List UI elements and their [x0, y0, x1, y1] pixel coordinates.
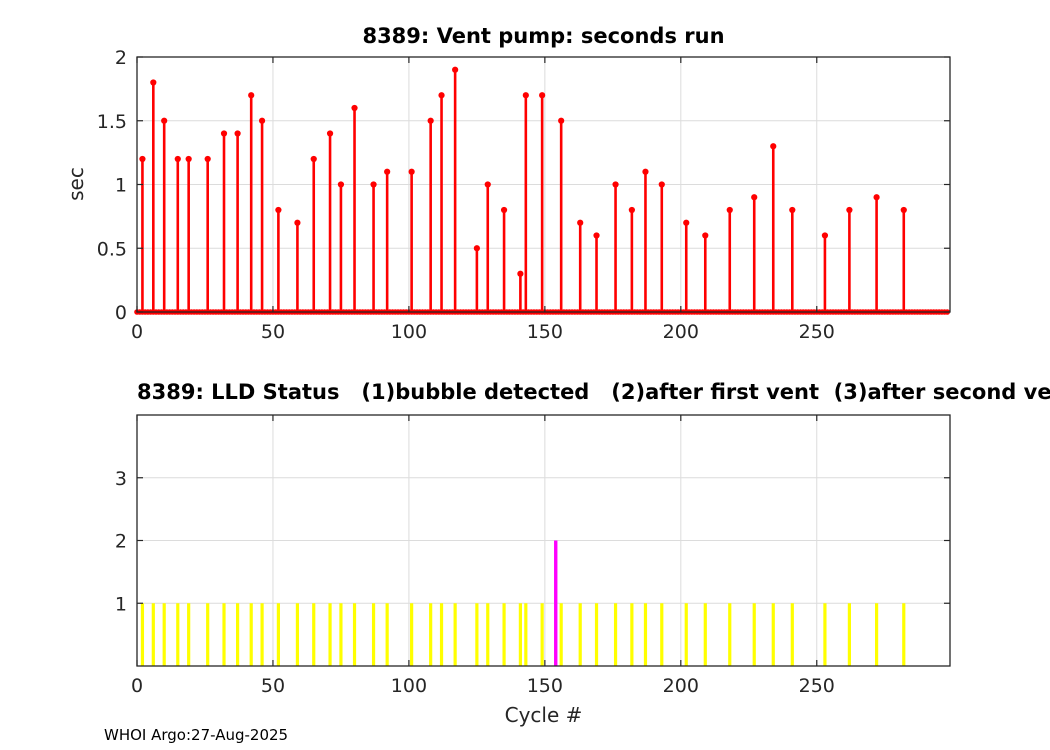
- stem-marker: [351, 104, 358, 112]
- stem-marker: [473, 245, 480, 252]
- lld-status-chart: 0 50 100 150 200 250 1 2 3: [115, 414, 951, 697]
- stem-marker: [539, 92, 546, 99]
- stem-marker: [770, 143, 777, 150]
- x-tick-label: 200: [663, 675, 699, 697]
- stem-marker: [726, 206, 733, 214]
- gridlines: [137, 57, 950, 312]
- stem-marker: [500, 206, 508, 214]
- stem-marker: [452, 66, 459, 73]
- x-tick-label: 0: [131, 321, 143, 343]
- stem-marker: [612, 181, 619, 188]
- stem-marker: [248, 92, 255, 99]
- x-tick-label: 200: [663, 321, 699, 343]
- stem-marker: [150, 79, 157, 86]
- stem-marker: [658, 181, 665, 188]
- stem-marker: [384, 168, 391, 175]
- stem-marker: [522, 92, 529, 99]
- x-tick-label: 150: [527, 321, 563, 343]
- y-tick-label: 1: [115, 593, 127, 615]
- stem-marker: [310, 155, 317, 163]
- stem-marker: [220, 130, 228, 137]
- y-tick-label: 2: [115, 47, 127, 69]
- gridlines: [137, 415, 950, 666]
- stem-marker: [427, 117, 434, 124]
- y-tick-label: 2: [115, 531, 127, 553]
- vent-pump-chart: 0 50 100 150 200 250 0 0.5 1 1.5 2: [97, 47, 951, 343]
- stem-marker: [873, 194, 880, 201]
- series-vent-pump-seconds-run: [134, 66, 951, 315]
- stem-marker: [846, 206, 853, 214]
- stem-marker: [517, 270, 524, 277]
- stem-marker: [900, 206, 907, 214]
- stem-marker: [139, 155, 146, 163]
- stem-marker: [204, 155, 211, 163]
- stem-marker: [408, 168, 415, 175]
- tick-labels: 0 50 100 150 200 250 1 2 3: [115, 468, 835, 697]
- stem-marker: [337, 181, 345, 188]
- y-tick-label: 1.5: [97, 111, 127, 133]
- stem-marker: [185, 155, 192, 163]
- y-tick-label: 0.5: [97, 238, 127, 260]
- stem-marker: [593, 232, 600, 239]
- baseline-zero-markers: [134, 309, 951, 315]
- stem-marker: [326, 130, 334, 137]
- stem-marker: [294, 219, 301, 226]
- stem-marker: [642, 168, 649, 175]
- series-status-1-bubble-detected: [140, 603, 906, 666]
- stem-marker: [438, 92, 445, 99]
- stem-marker: [161, 117, 168, 124]
- cycle-x-axis-label: Cycle #: [504, 703, 583, 727]
- x-tick-label: 50: [261, 675, 285, 697]
- x-tick-label: 50: [261, 321, 285, 343]
- stem-marker: [702, 232, 709, 239]
- stem-marker: [370, 181, 377, 188]
- tick-marks: [136, 56, 950, 313]
- whoi-argo-date-credit: WHOI Argo:27-Aug-2025: [104, 726, 289, 744]
- tick-marks: [136, 415, 950, 666]
- stem-marker: [258, 117, 266, 124]
- x-tick-label: 100: [391, 321, 427, 343]
- x-tick-label: 0: [131, 675, 143, 697]
- x-tick-label: 150: [527, 675, 563, 697]
- x-tick-label: 250: [799, 675, 835, 697]
- x-tick-label: 250: [799, 321, 835, 343]
- stem-marker: [234, 130, 241, 137]
- y-tick-label: 1: [115, 175, 127, 197]
- stem-marker: [751, 194, 758, 201]
- tick-labels: 0 50 100 150 200 250 0 0.5 1 1.5 2: [97, 47, 835, 343]
- y-tick-label: 0: [115, 302, 127, 324]
- stem-marker: [275, 206, 282, 214]
- stem-marker: [558, 117, 565, 124]
- stem-marker: [789, 206, 796, 214]
- stem-marker: [821, 232, 829, 239]
- vent-pump-chart-title: 8389: Vent pump: seconds run: [362, 24, 725, 48]
- stem-marker: [174, 155, 181, 163]
- stem-marker: [683, 219, 690, 226]
- stem-marker: [484, 181, 491, 188]
- x-tick-label: 100: [391, 675, 427, 697]
- y-tick-label: 3: [115, 468, 127, 490]
- stem-marker: [577, 219, 584, 226]
- stem-marker: [628, 206, 635, 214]
